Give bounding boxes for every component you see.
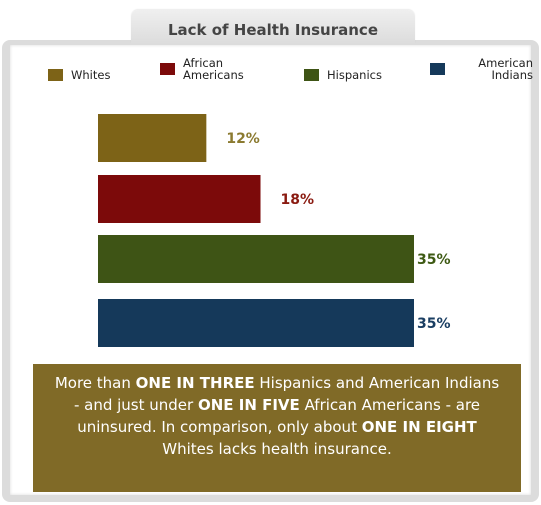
note-emphasis-2: ONE IN FIVE bbox=[197, 396, 300, 414]
note-emphasis-3: ONE IN EIGHT bbox=[361, 418, 477, 436]
legend-label-whites: Whites bbox=[71, 68, 111, 82]
bar-african-americans bbox=[98, 175, 261, 223]
summary-note: More than ONE IN THREE Hispanics and Ame… bbox=[33, 364, 521, 492]
legend-item-whites: Whites bbox=[48, 69, 110, 81]
bar-whites bbox=[98, 114, 207, 162]
bar-american-indians bbox=[98, 299, 414, 347]
bar-hispanics bbox=[98, 235, 414, 283]
legend-swatch-hispanics bbox=[304, 69, 319, 81]
note-text-1: More than bbox=[54, 374, 136, 392]
bar-value-label-hispanics: 35% bbox=[417, 252, 451, 268]
legend-item-american-indians: American Indians bbox=[430, 57, 533, 81]
chart-title-tab: Lack of Health Insurance bbox=[131, 10, 415, 44]
note-text-2: Hispanics and American Indians - and jus… bbox=[73, 374, 500, 414]
legend-label-american-indians: American Indians bbox=[478, 56, 533, 82]
legend-item-hispanics: Hispanics bbox=[304, 69, 382, 81]
note-text-4: Whites lacks health insurance. bbox=[162, 440, 392, 458]
legend-label-hispanics: Hispanics bbox=[327, 68, 382, 82]
bar-value-label-american-indians: 35% bbox=[417, 316, 451, 332]
chart-title: Lack of Health Insurance bbox=[167, 21, 378, 39]
legend-swatch-american-indians bbox=[430, 63, 445, 75]
bar-value-label-whites: 12% bbox=[226, 131, 260, 147]
note-text-3: African Americans - are uninsured. In co… bbox=[77, 396, 481, 436]
legend-label-african-americans: African Americans bbox=[183, 56, 244, 82]
note-emphasis-1: ONE IN THREE bbox=[135, 374, 255, 392]
bar-value-label-african-americans: 18% bbox=[281, 192, 315, 208]
legend-swatch-african-americans bbox=[160, 63, 175, 75]
legend-item-african-americans: African Americans bbox=[160, 57, 261, 81]
legend-swatch-whites bbox=[48, 69, 63, 81]
